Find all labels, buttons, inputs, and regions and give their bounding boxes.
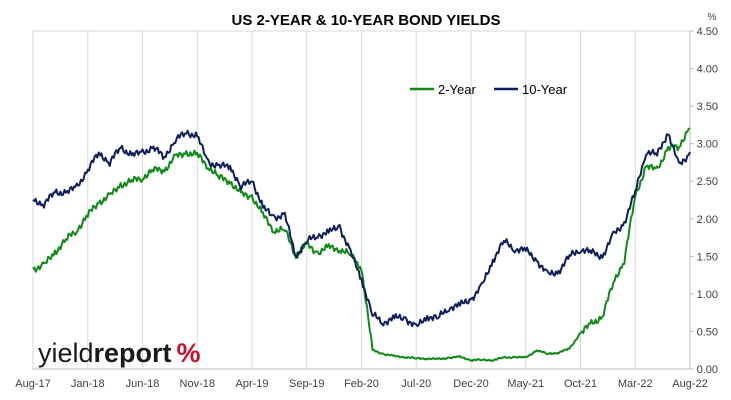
y-tick-label: 1.00 bbox=[697, 289, 718, 301]
series-line-2-year bbox=[32, 127, 691, 362]
x-tick-label: Jul-20 bbox=[401, 378, 431, 390]
x-tick-label: Jan-18 bbox=[71, 378, 105, 390]
y-tick-label: 2.50 bbox=[697, 176, 718, 188]
y-tick-label: 3.00 bbox=[697, 139, 718, 151]
legend-label-10-year: 10-Year bbox=[522, 82, 568, 97]
x-tick-label: Jun-18 bbox=[126, 378, 160, 390]
x-tick-label: Nov-18 bbox=[180, 378, 215, 390]
legend: 2-Year 10-Year bbox=[410, 82, 568, 97]
y-tick-label: 2.00 bbox=[697, 214, 718, 226]
y-tick-label: 1.50 bbox=[697, 251, 718, 263]
logo-part-percent: % bbox=[177, 338, 201, 368]
x-tick-label: Feb-20 bbox=[344, 378, 379, 390]
series-line-10-year bbox=[32, 129, 691, 328]
logo-text: yieldreport% bbox=[38, 338, 201, 368]
y-tick-label: 4.00 bbox=[697, 64, 718, 76]
x-tick-label: Sep-19 bbox=[289, 378, 324, 390]
series-lines bbox=[32, 127, 691, 362]
logo-part-yield: yield bbox=[38, 338, 94, 368]
y-axis-unit: % bbox=[708, 12, 717, 23]
x-tick-label: May-21 bbox=[507, 378, 544, 390]
y-tick-label: 3.50 bbox=[697, 101, 718, 113]
y-tick-label: 4.50 bbox=[697, 26, 718, 38]
x-tick-label: Apr-19 bbox=[235, 378, 268, 390]
chart-title: US 2-YEAR & 10-YEAR BOND YIELDS bbox=[232, 12, 501, 29]
y-tick-label: 0.50 bbox=[697, 326, 718, 338]
yieldreport-logo: yieldreport% bbox=[38, 338, 201, 368]
x-tick-label: Dec-20 bbox=[453, 378, 488, 390]
logo-part-report: report bbox=[94, 338, 172, 368]
x-tick-label: Aug-17 bbox=[15, 378, 50, 390]
x-tick-label: Aug-22 bbox=[672, 378, 707, 390]
grid-lines bbox=[32, 30, 691, 370]
legend-label-2-year: 2-Year bbox=[438, 82, 476, 97]
axis-ticks: Aug-17 Jan-18 Jun-18 Nov-18 Apr-19 Sep-19 Feb-… bbox=[15, 26, 718, 390]
x-tick-label: Mar-22 bbox=[618, 378, 653, 390]
x-tick-label: Oct-21 bbox=[564, 378, 597, 390]
y-tick-label: 0.00 bbox=[697, 364, 718, 376]
